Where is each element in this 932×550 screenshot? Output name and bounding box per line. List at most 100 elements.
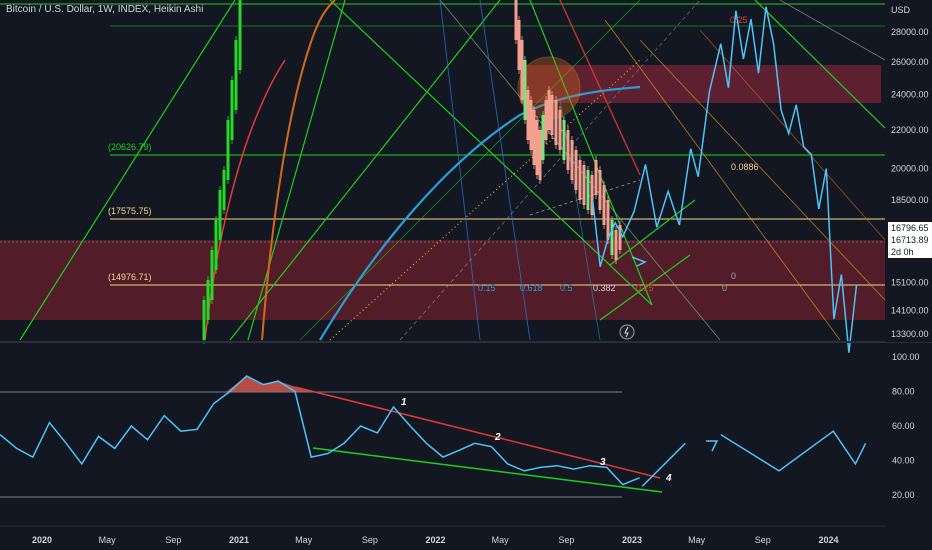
price-badge-value-1: 16796.65 (891, 223, 929, 233)
x-tick-label: May (492, 535, 510, 545)
alert-icon[interactable] (619, 324, 635, 340)
trend-line-19 (329, 59, 641, 341)
oscillator-axis[interactable] (885, 344, 932, 526)
price-badge-value-2: 16713.89 (891, 235, 929, 245)
trend-line-2 (247, 0, 346, 341)
fib-label-2: 0 (731, 271, 736, 281)
candle-body (526, 90, 530, 140)
x-tick-label: May (295, 535, 313, 545)
candle-body (614, 230, 618, 260)
fib-label-7: 0.25 (636, 283, 654, 293)
candle-body (214, 220, 218, 270)
oscillator-axis-ticks: 20.00 40.00 60.00 80.00 100.00 (892, 352, 920, 500)
price-tick-label: 18500.00 (891, 195, 929, 205)
trend-line-20 (529, 179, 641, 216)
price-badge (888, 222, 932, 258)
trend-line-21 (559, 0, 641, 176)
fib-label-3: 0.15 (478, 283, 496, 293)
price-axis[interactable] (885, 0, 932, 342)
candle-body (532, 110, 536, 165)
time-axis-ticks: 2020 May Sep 2021 May Sep 2022 May Sep 2023 May Sep… (32, 535, 839, 545)
price-tick-label: 13300.00 (891, 329, 929, 339)
fib-label-1: 0.0886 (731, 162, 759, 172)
x-tick-label: May (688, 535, 706, 545)
fib-label-6: 0.382 (593, 283, 616, 293)
trend-line-18 (399, 0, 701, 341)
osc-series-3 (720, 430, 867, 472)
osc-tick-label: 20.00 (892, 490, 915, 500)
trend-line-5 (529, 0, 653, 306)
candle-body (582, 165, 586, 205)
x-tick-label: Sep (755, 535, 771, 545)
candle-body (566, 130, 570, 170)
x-tick-label: Sep (558, 535, 574, 545)
x-tick-label: Sep (362, 535, 378, 545)
level-label-20626: (20626.79) (108, 142, 152, 152)
orange-curve (261, 0, 336, 341)
candle-body (618, 225, 622, 250)
candle-body (535, 120, 539, 175)
trend-line-14 (779, 0, 886, 61)
trend-line-6 (599, 254, 691, 321)
moving-average (319, 85, 641, 341)
osc-resistance-line (294, 386, 661, 479)
osc-arrow-head (706, 440, 719, 452)
projection-line (591, 6, 858, 353)
candle-body (606, 200, 610, 240)
trend-line-15 (439, 0, 481, 341)
candle-body (222, 170, 226, 210)
price-tick-label: 28000.00 (891, 27, 929, 37)
candle-body (570, 140, 574, 180)
x-tick-label: 2024 (818, 535, 838, 545)
candle-body (547, 90, 551, 130)
candle-body (529, 100, 533, 150)
price-badge-countdown: 2d 0h (891, 247, 914, 257)
price-tick-label: 22000.00 (891, 125, 929, 135)
lightning-icon (624, 326, 629, 338)
x-tick-label: Sep (165, 535, 181, 545)
candles (202, 0, 622, 344)
candle-body (523, 60, 527, 120)
candle-body (594, 160, 598, 195)
price-tick-label: 15100.00 (891, 278, 929, 288)
x-tick-label: 2022 (425, 535, 445, 545)
demand-zone (0, 240, 885, 320)
candle-body (610, 220, 614, 255)
osc-tick-label: 80.00 (892, 387, 915, 397)
candle-body (562, 120, 566, 160)
oscillator-lines (0, 375, 867, 487)
osc-tick-label: 40.00 (892, 456, 915, 466)
candle-body (202, 300, 206, 340)
osc-tick-label: 100.00 (892, 352, 920, 362)
level-label-14976: (14976.71) (108, 272, 152, 282)
level-label-17575: (17575.75) (108, 206, 152, 216)
candle-body (517, 20, 521, 70)
candle-body (586, 170, 590, 210)
candle-body (544, 100, 548, 140)
candle-body (514, 0, 518, 40)
osc-support-line (312, 447, 663, 493)
trend-line-1 (19, 0, 236, 341)
trend-line-11 (604, 19, 841, 341)
candle-body (602, 185, 606, 225)
candle-body (238, 0, 242, 70)
candle-body (590, 175, 594, 215)
osc-tick-label: 60.00 (892, 421, 915, 431)
candle-body (210, 250, 214, 300)
price-tick-label: 24000.00 (891, 90, 929, 100)
price-tick-label: 14100.00 (891, 305, 929, 315)
x-tick-label: 2023 (622, 535, 642, 545)
projection-arrow-head (631, 256, 647, 267)
candle-body (230, 80, 234, 140)
red-curve (204, 59, 286, 341)
price-tick-label: 26000.00 (891, 57, 929, 67)
x-tick-label: May (99, 535, 117, 545)
wave-label-3: 3 (600, 457, 606, 468)
trend-line-8 (754, 0, 886, 129)
candle-body (554, 100, 558, 145)
trend-line-16 (479, 0, 531, 341)
candle-body (598, 170, 602, 210)
wave-label-4: 4 (665, 473, 672, 484)
chart-title: Bitcoin / U.S. Dollar, 1W, INDEX, Heikin… (6, 4, 204, 15)
